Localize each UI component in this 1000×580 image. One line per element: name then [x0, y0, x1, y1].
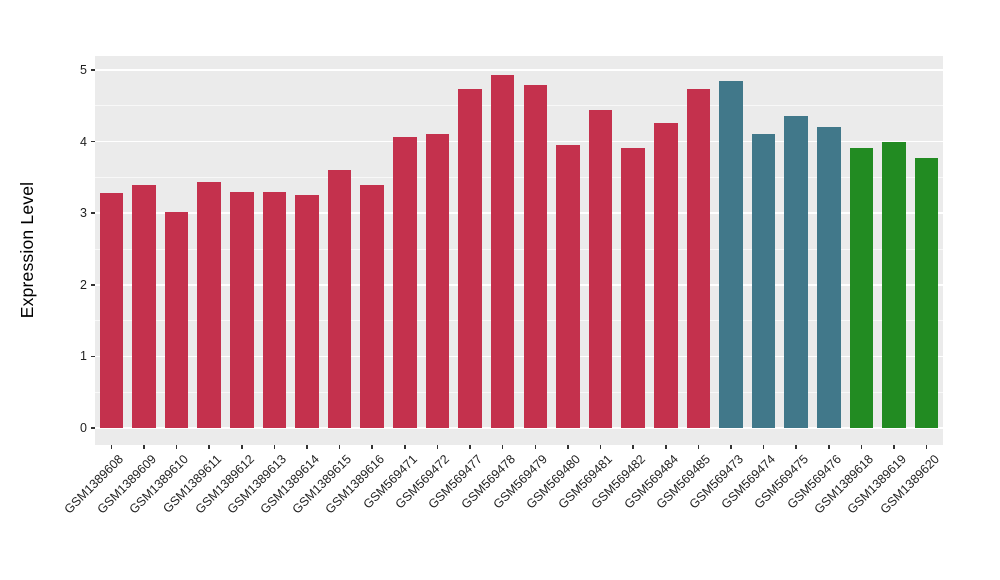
bar-GSM569478: [490, 75, 515, 428]
x-tick-mark: [632, 445, 634, 449]
bar-GSM1389620: [914, 158, 939, 428]
y-tick-label: 1: [80, 349, 87, 364]
minor-gridline: [95, 320, 943, 321]
bar-GSM569481: [588, 110, 613, 428]
bar-GSM569476: [817, 127, 841, 428]
bar-GSM1389618: [849, 148, 874, 428]
y-tick-label: 5: [80, 63, 87, 77]
bar-GSM1389615: [327, 170, 352, 428]
x-tick-mark: [338, 445, 341, 449]
x-tick-mark: [893, 445, 895, 449]
x-tick-mark: [697, 445, 700, 449]
bar-GSM1389610: [164, 212, 189, 428]
x-tick-mark: [730, 445, 732, 449]
bar-GSM569484: [654, 122, 678, 428]
y-axis-title-text: Expression Level: [17, 181, 37, 319]
y-tick-mark: [91, 140, 95, 143]
x-tick-label-GSM1389620: GSM1389620: [877, 452, 942, 517]
x-tick-mark: [143, 445, 145, 449]
plot-panel: [95, 56, 943, 445]
bar-GSM1389609: [132, 185, 156, 428]
bar-GSM569479: [523, 85, 548, 428]
minor-gridline: [95, 177, 943, 178]
x-tick-mark: [665, 445, 667, 449]
x-tick-mark: [567, 445, 569, 449]
major-gridline: [95, 69, 943, 71]
bar-GSM1389619: [882, 141, 906, 428]
major-gridline: [95, 284, 943, 286]
x-tick-mark: [762, 445, 765, 449]
bar-GSM569482: [621, 148, 645, 428]
major-gridline: [95, 355, 943, 358]
y-tick-mark: [91, 355, 95, 358]
x-tick-mark: [925, 445, 928, 449]
y-tick-mark: [91, 212, 95, 214]
bar-GSM1389613: [262, 192, 287, 428]
bar-GSM569473: [719, 81, 743, 428]
y-tick-label: 0: [80, 421, 87, 435]
x-tick-mark: [306, 445, 308, 449]
x-tick-mark: [795, 445, 797, 449]
y-tick-mark: [91, 427, 95, 429]
bar-GSM1389614: [295, 195, 319, 428]
y-tick-label: 4: [80, 134, 87, 149]
y-tick-mark: [91, 69, 95, 71]
bar-GSM1389611: [197, 182, 221, 428]
bar-GSM1389608: [99, 193, 124, 428]
bar-GSM569480: [556, 145, 580, 428]
minor-gridline: [95, 105, 943, 107]
x-tick-mark: [208, 445, 210, 449]
y-tick-label: 2: [80, 277, 87, 292]
bar-GSM569485: [686, 88, 711, 428]
y-tick-label: 3: [80, 206, 87, 221]
x-tick-mark: [110, 445, 113, 449]
bar-GSM1389612: [230, 192, 254, 428]
major-gridline: [95, 140, 943, 143]
x-tick-mark: [860, 445, 863, 449]
x-tick-mark: [534, 445, 537, 449]
bar-GSM569474: [751, 134, 776, 428]
x-tick-mark: [371, 445, 373, 449]
x-tick-mark: [404, 445, 406, 449]
x-tick-mark: [501, 445, 504, 449]
bar-GSM569477: [458, 89, 482, 428]
bar-GSM569475: [784, 115, 808, 428]
minor-gridline: [95, 391, 943, 393]
bar-GSM569472: [425, 133, 450, 428]
minor-gridline: [95, 248, 943, 250]
bar-GSM569471: [393, 137, 417, 428]
major-gridline: [95, 212, 943, 214]
x-tick-mark: [436, 445, 439, 449]
x-tick-mark: [599, 445, 602, 449]
x-tick-mark: [469, 445, 471, 449]
x-tick-mark: [175, 445, 178, 449]
x-tick-mark: [828, 445, 830, 449]
major-gridline: [95, 427, 943, 429]
bar-GSM1389616: [360, 185, 384, 428]
y-tick-mark: [91, 284, 95, 286]
x-tick-mark: [273, 445, 276, 449]
x-tick-mark: [241, 445, 243, 449]
